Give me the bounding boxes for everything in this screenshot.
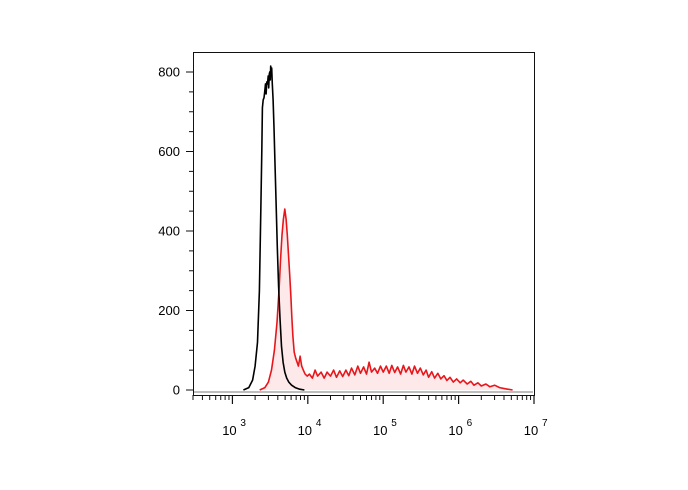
series-0-line: [243, 65, 305, 391]
x-tick-label: 10: [298, 423, 312, 438]
x-tick-exponent: 7: [542, 418, 548, 429]
y-tick-label: 600: [158, 144, 180, 159]
x-tick-label: 10: [222, 423, 236, 438]
series-1-line: [259, 208, 513, 391]
x-tick-label: 10: [448, 423, 462, 438]
x-tick-exponent: 4: [316, 418, 322, 429]
x-tick-exponent: 3: [240, 418, 246, 429]
y-tick-label: 800: [158, 65, 180, 80]
x-tick-exponent: 5: [391, 418, 397, 429]
y-tick-label: 200: [158, 303, 180, 318]
y-tick-label: 0: [173, 383, 180, 398]
x-tick-label: 10: [524, 423, 538, 438]
y-tick-label: 400: [158, 224, 180, 239]
series-layer: [243, 65, 513, 391]
axis-layer: 0 200 400 600 800 10 3 10 4 10 5 10 6 10 7: [158, 65, 548, 439]
x-tick-exponent: 6: [467, 418, 473, 429]
plot-frame: [193, 52, 535, 396]
x-tick-label: 10: [373, 423, 387, 438]
